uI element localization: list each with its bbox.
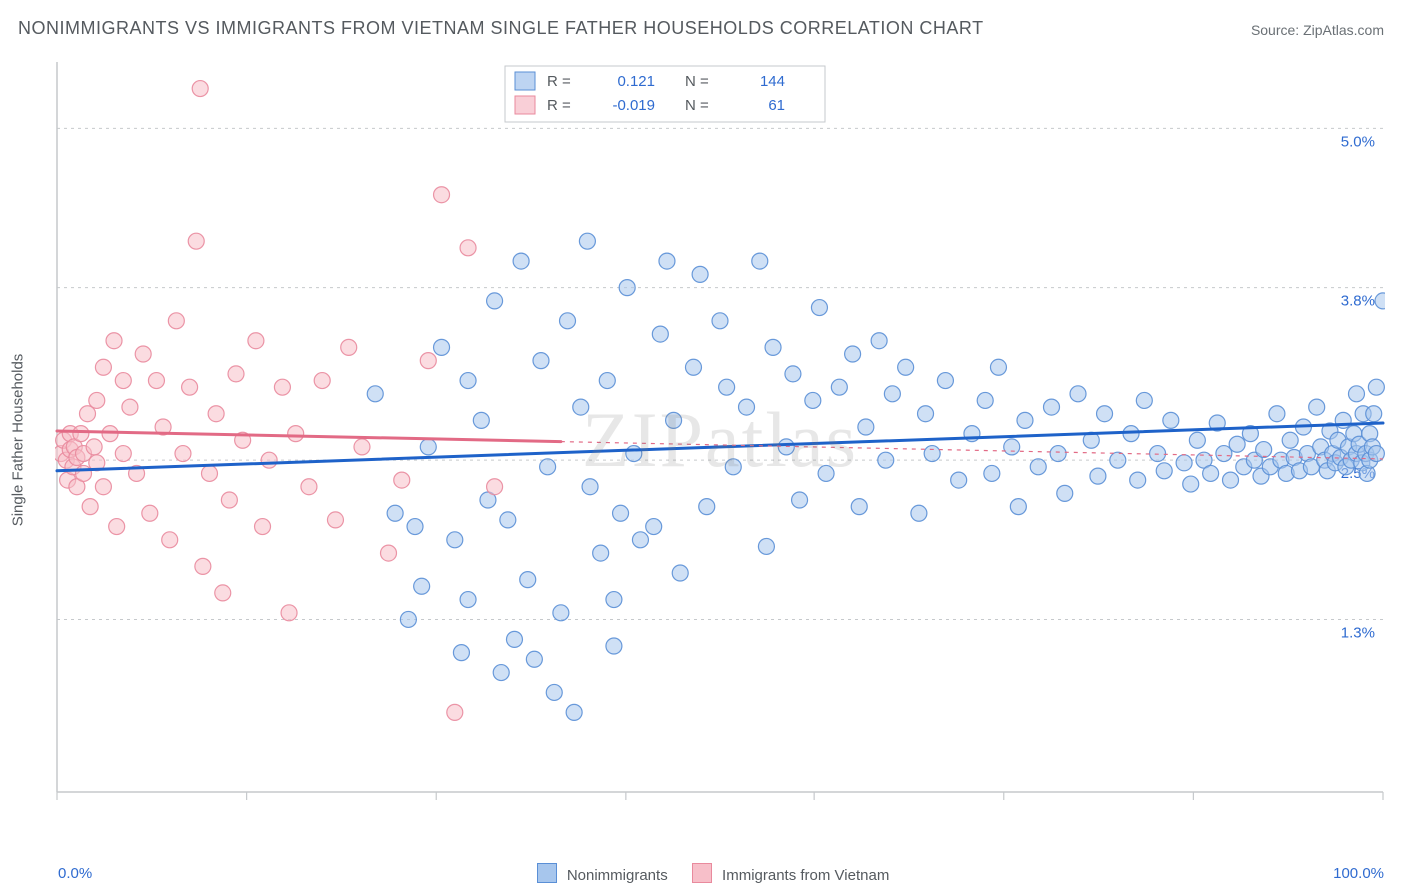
bottom-legend: Nonimmigrants Immigrants from Vietnam <box>0 863 1406 884</box>
scatter-plot-svg: 1.3%2.5%3.8%5.0%R =0.121N =144R =-0.019N… <box>55 60 1385 820</box>
plot-area: 1.3%2.5%3.8%5.0%R =0.121N =144R =-0.019N… <box>55 60 1385 820</box>
y-axis-label: Single Father Households <box>10 354 27 527</box>
svg-text:61: 61 <box>768 97 785 114</box>
legend-label-nonimmigrants: Nonimmigrants <box>567 867 668 884</box>
legend-swatch-nonimmigrants <box>537 863 557 883</box>
legend-label-immigrants: Immigrants from Vietnam <box>722 867 889 884</box>
svg-text:3.8%: 3.8% <box>1341 293 1375 310</box>
chart-container: NONIMMIGRANTS VS IMMIGRANTS FROM VIETNAM… <box>0 0 1406 892</box>
svg-text:-0.019: -0.019 <box>612 97 655 114</box>
svg-text:5.0%: 5.0% <box>1341 133 1375 150</box>
svg-text:1.3%: 1.3% <box>1341 624 1375 641</box>
source-name: ZipAtlas.com <box>1303 22 1384 38</box>
svg-text:0.121: 0.121 <box>617 73 655 90</box>
legend-swatch-immigrants <box>692 863 712 883</box>
svg-text:R =: R = <box>547 73 571 90</box>
svg-text:N =: N = <box>685 97 709 114</box>
chart-title: NONIMMIGRANTS VS IMMIGRANTS FROM VIETNAM… <box>18 18 984 39</box>
source-label: Source: <box>1251 22 1303 38</box>
svg-text:144: 144 <box>760 73 785 90</box>
svg-text:R =: R = <box>547 97 571 114</box>
svg-text:N =: N = <box>685 73 709 90</box>
source-attribution: Source: ZipAtlas.com <box>1251 22 1384 38</box>
